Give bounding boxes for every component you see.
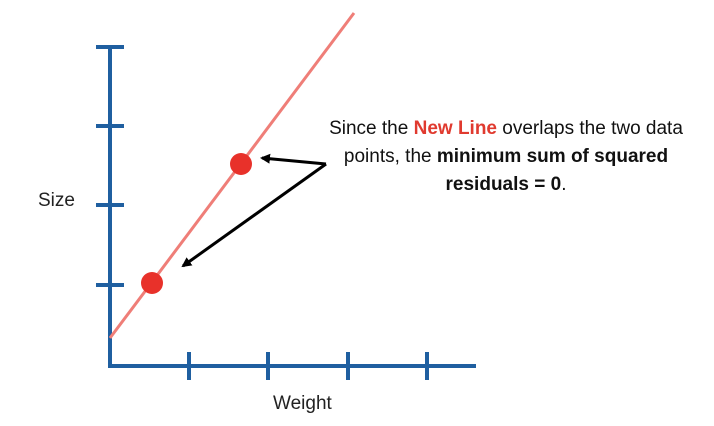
annotation-part-3: . [561, 174, 567, 195]
arrow-to-upper-point [260, 153, 327, 166]
arrow-to-lower-point [181, 162, 327, 268]
data-point-1 [141, 272, 163, 294]
new-line-highlight: New Line [413, 118, 497, 139]
y-axis-label: Size [38, 190, 75, 211]
annotation-bold-conclusion: minimum sum of squared residuals = 0 [436, 146, 669, 195]
data-point-2 [230, 153, 252, 175]
annotation-part-1: Since the [329, 118, 414, 139]
annotation-text: Since the New Line overlaps the two data… [318, 115, 694, 199]
annotation-part-2: overlaps the two data points, the [343, 118, 683, 167]
x-axis-label: Weight [273, 393, 332, 414]
